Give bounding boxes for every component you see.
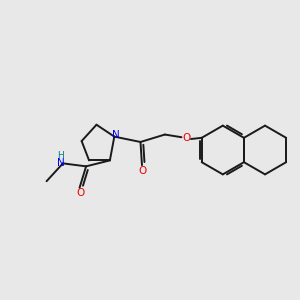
Text: H: H — [58, 152, 64, 160]
Text: N: N — [57, 158, 65, 168]
Text: O: O — [76, 188, 84, 198]
Text: O: O — [138, 166, 147, 176]
Text: N: N — [112, 130, 119, 140]
Text: O: O — [182, 133, 190, 143]
